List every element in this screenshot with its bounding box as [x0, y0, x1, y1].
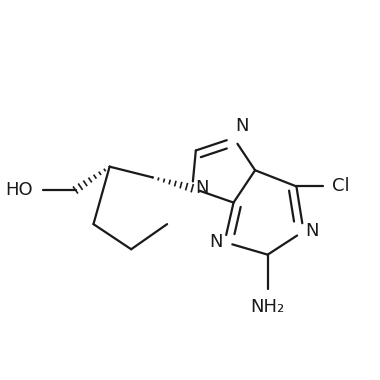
Text: N: N — [209, 233, 223, 251]
Text: N: N — [235, 117, 249, 135]
Text: Cl: Cl — [332, 177, 349, 195]
Text: HO: HO — [5, 181, 33, 199]
Text: N: N — [195, 179, 209, 197]
Text: N: N — [306, 222, 319, 240]
Text: NH₂: NH₂ — [250, 298, 285, 316]
